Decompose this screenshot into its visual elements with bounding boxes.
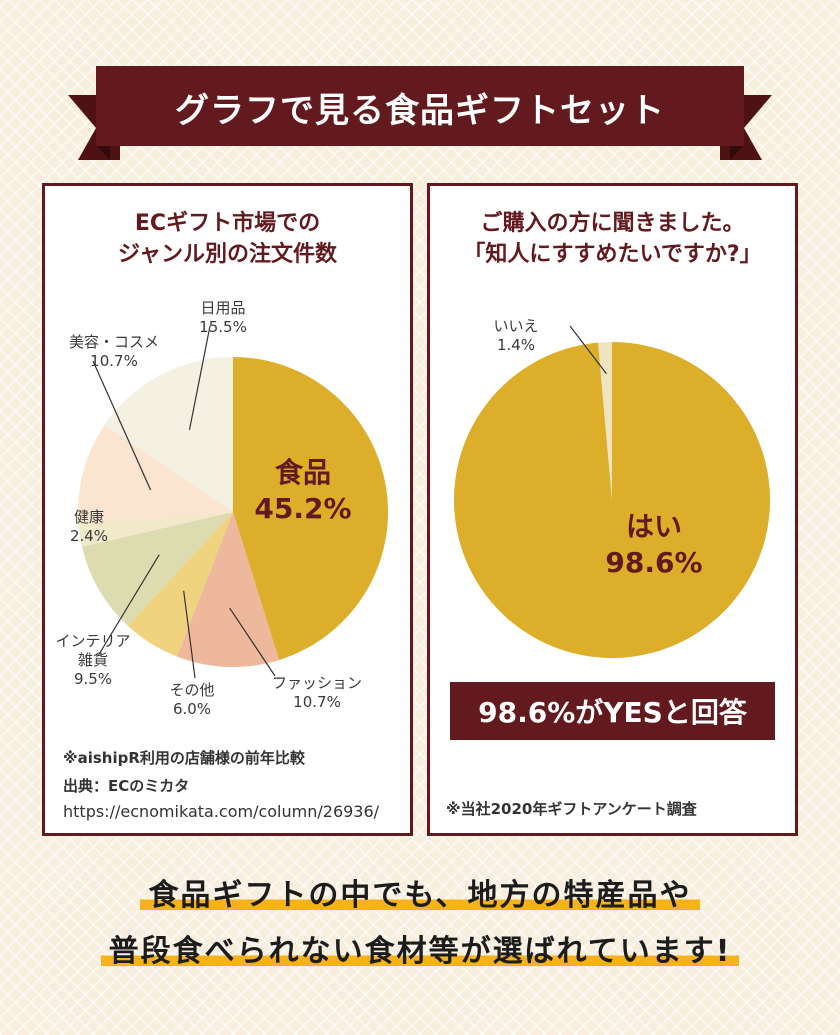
source-url: https://ecnomikata.com/column/26936/ [63,802,380,821]
slice-value: 2.4% [70,527,108,545]
slice-value: 10.7% [293,693,341,711]
source-credit: 出典：ECのミカタ [63,777,190,795]
leader-line [92,360,152,491]
page-title: グラフで見る食品ギフトセット [175,90,665,131]
slice-label: はい [626,510,682,543]
slice-value: 45.2% [254,492,351,525]
bottom-message-line-2: 普段食べられない食材等が選ばれています! [0,926,840,970]
pie-slice [78,512,233,547]
slice-value: 6.0% [173,700,211,718]
slice-label: その他 [169,681,214,699]
slice-label: 雑貨 [78,651,108,669]
pie-slice [598,342,612,500]
genre-chart-title-line: ジャンル別の注文件数 [118,242,337,267]
leader-line [183,590,196,679]
slice-label: 日用品 [200,299,245,317]
slice-value: 98.6% [605,546,702,579]
slice-value: 9.5% [74,670,112,688]
pie-slice [104,357,233,512]
pie-slice [176,512,280,667]
slice-value: 10.7% [90,352,138,370]
slice-label: 美容・コスメ [69,333,159,351]
slice-label: インテリア [55,632,130,650]
survey-note: ※当社2020年ギフトアンケート調査 [446,800,697,818]
survey-chart-panel: ご購入の方に聞きました。 「知人にすすめたいですか?」 はい 98.6% いいえ 1.… [427,183,798,836]
survey-chart-title-line: 「知人にすすめたいですか?」 [463,242,762,267]
survey-chart-title: ご購入の方に聞きました。 「知人にすすめたいですか?」 [430,208,795,270]
title-ribbon [68,66,772,160]
leader-line [97,554,160,657]
genre-pie-chart: 食品45.2%ファッション10.7%その他6.0%インテリア雑貨9.5%健康2.… [55,299,388,718]
pie-slice [233,357,388,661]
source-note: ※aishipR利用の店舗様の前年比較 [63,749,305,767]
slice-value: 15.5% [199,318,247,336]
bottom-message-line-1: 食品ギフトの中でも、地方の特産品や [0,870,840,914]
answer-summary-box: 98.6%がYESと回答 [450,682,775,740]
leader-line [188,325,211,430]
leader-line [569,325,607,375]
slice-label: ファッション [272,674,362,692]
slice-label: 食品 [275,456,331,489]
leader-line [229,607,276,677]
survey-chart-title-line: ご購入の方に聞きました。 [480,211,745,236]
pie-slice [81,512,233,626]
pie-slice [127,512,233,657]
genre-chart-title-line: ECギフト市場での [134,211,321,236]
bottom-message-text: 普段食べられない食材等が選ばれています! [100,934,740,969]
genre-chart-title: ECギフト市場での ジャンル別の注文件数 [45,208,410,270]
slice-label: いいえ [493,317,538,335]
slice-label: 健康 [74,508,104,526]
slice-value: 1.4% [497,336,535,354]
pie-slice [78,424,233,524]
pie-slice [453,342,770,658]
bottom-message-text: 食品ギフトの中でも、地方の特産品や [140,878,700,913]
genre-chart-panel: ECギフト市場での ジャンル別の注文件数 食品 45.2% ファッション 10.7% そ… [42,183,413,836]
